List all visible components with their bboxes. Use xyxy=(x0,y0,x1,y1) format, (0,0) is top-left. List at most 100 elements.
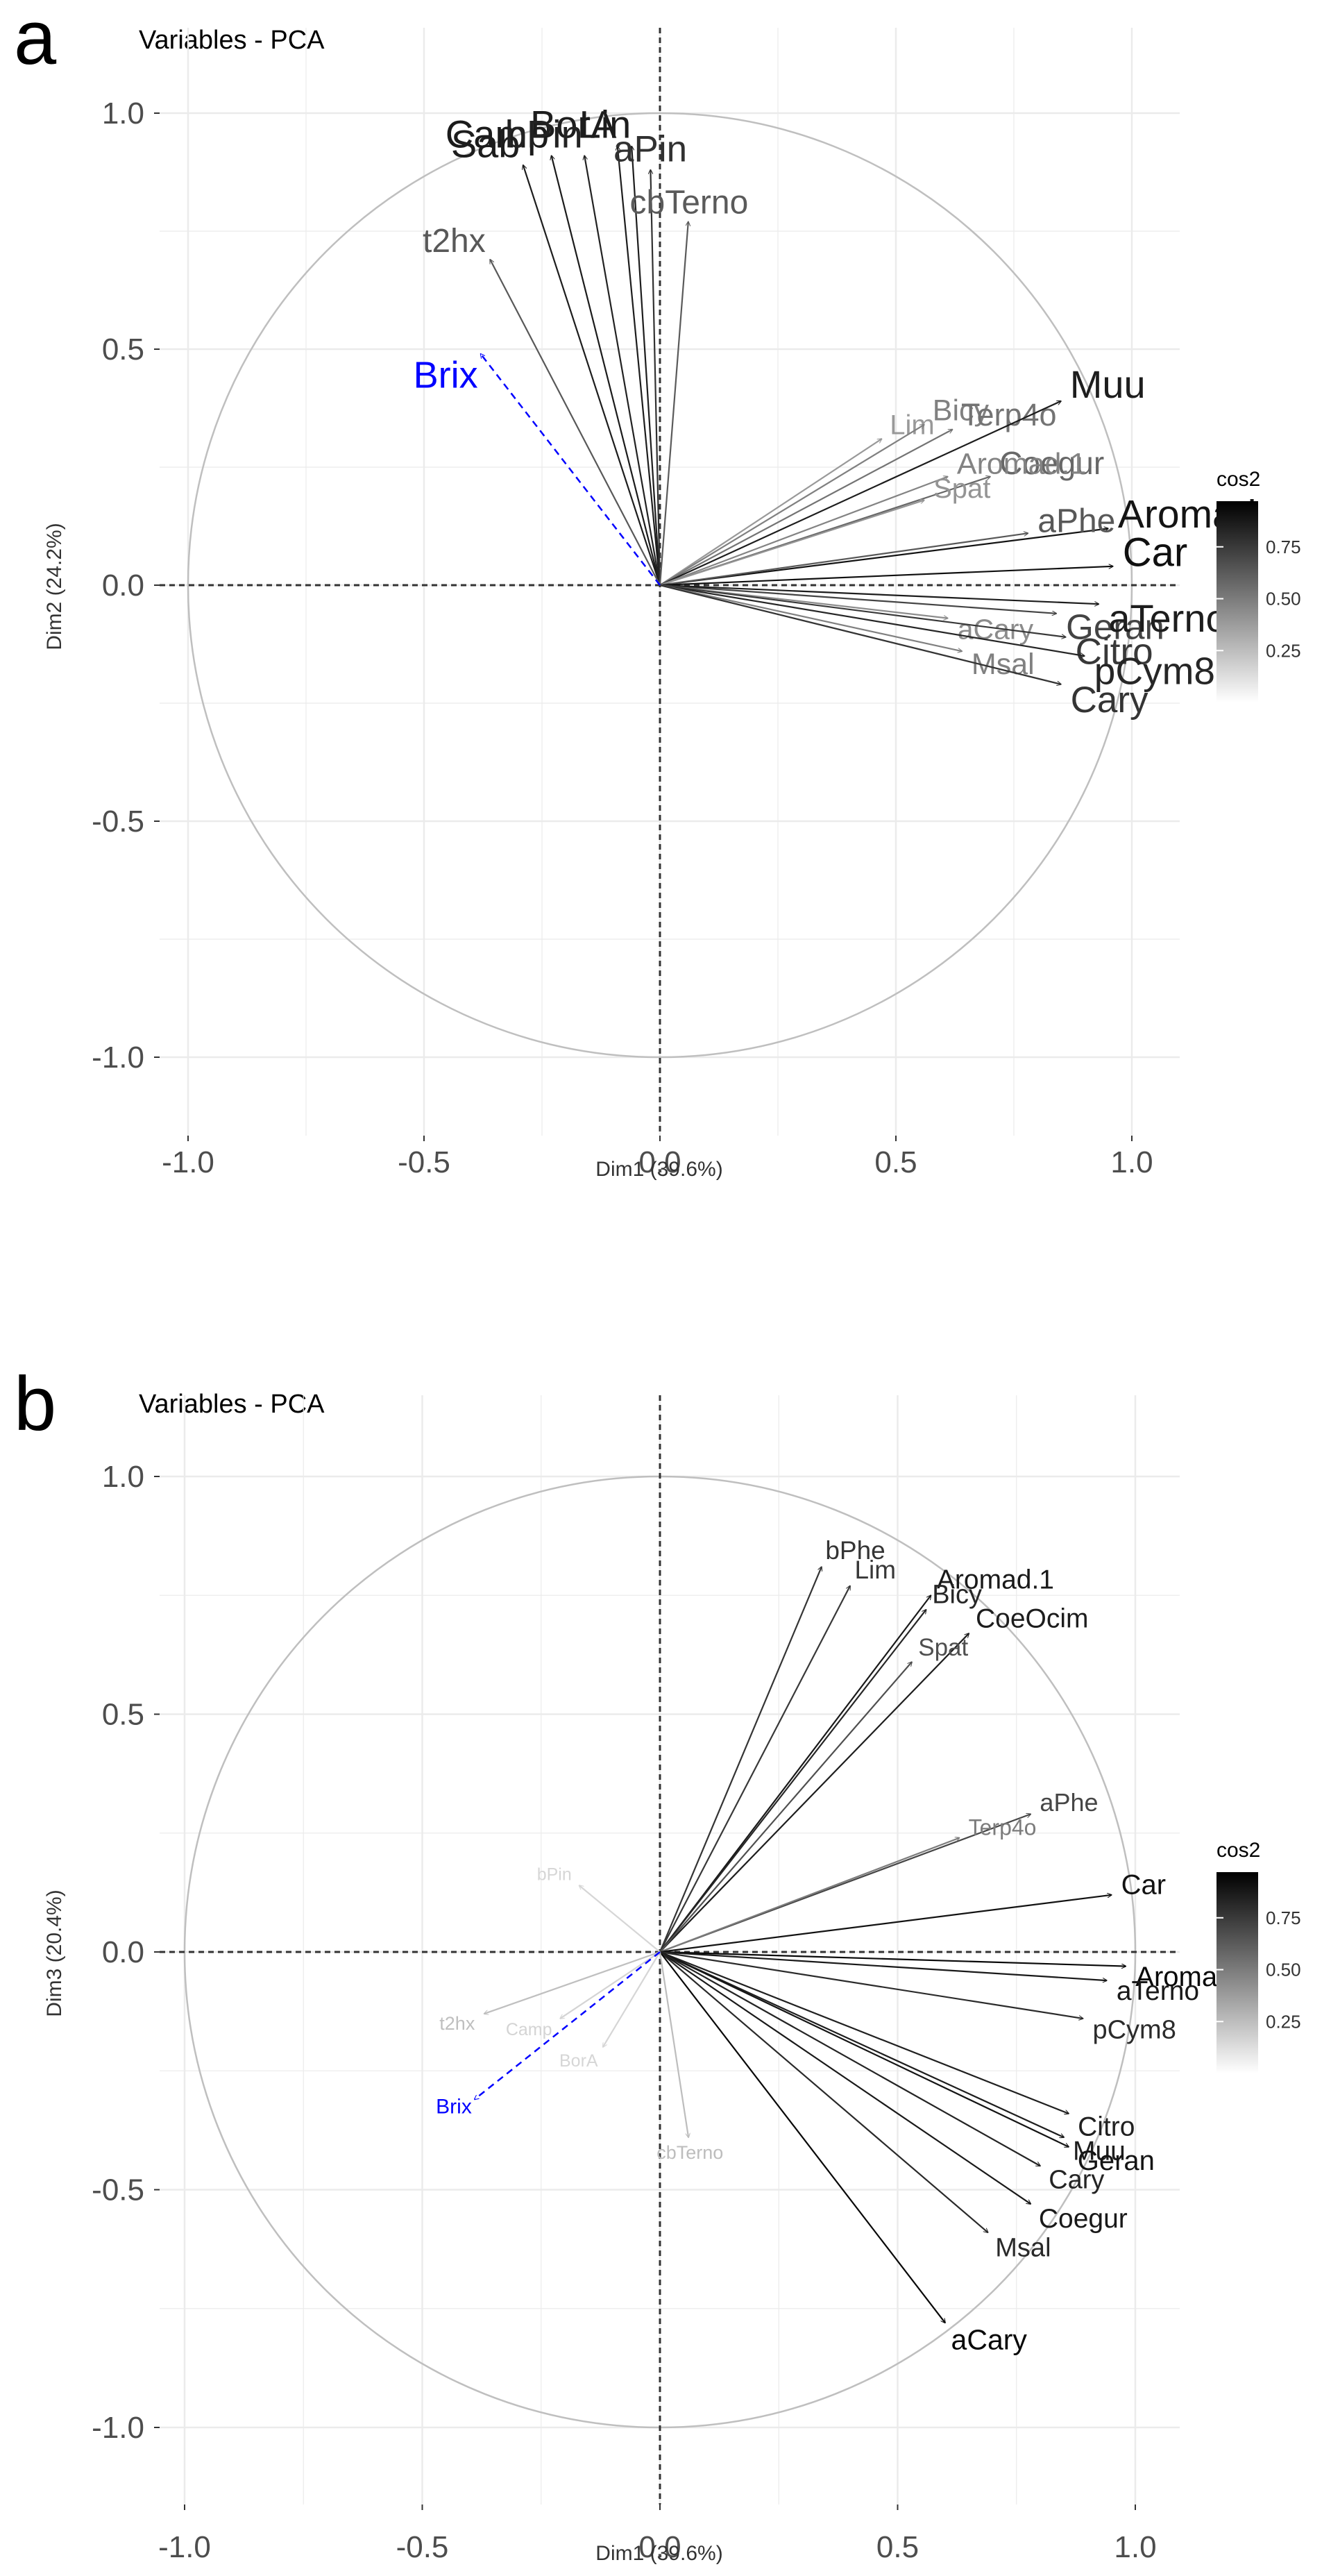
variable-label: Aromad.1 xyxy=(937,1565,1054,1595)
variable-arrow xyxy=(659,533,1028,587)
legend: cos2 0.75 0.50 0.25 xyxy=(1216,1839,1301,2073)
variable-arrow xyxy=(659,1586,851,1953)
variable-label: aCary xyxy=(951,2324,1028,2356)
variable-arrow xyxy=(659,477,948,587)
variable-arrow xyxy=(650,170,661,586)
y-axis-label: Dim3 (20.4%) xyxy=(43,1889,66,2017)
panel-b: b Variables - PCA -1.0 -1.0 -0.5 -0.5 0.0 0.0… xyxy=(14,1361,1301,2565)
variable-arrow xyxy=(659,1951,688,2137)
variable-label: aPhe xyxy=(1040,1788,1098,1817)
gridlines xyxy=(160,1395,1180,2505)
variable-label: aTerno xyxy=(1117,1976,1199,2006)
variable-label: Citro xyxy=(1076,631,1153,672)
variable-label: Bicy xyxy=(933,394,990,428)
variable-arrow xyxy=(489,260,661,586)
variable-label: aCary xyxy=(958,614,1034,646)
variable-label: cbTerno xyxy=(630,184,749,221)
legend-tick-label: 0.75 xyxy=(1266,1908,1301,1928)
variable-arrow xyxy=(659,584,1085,656)
x-tick-label: 0.0 xyxy=(638,2530,681,2564)
supplementary-label: Brix xyxy=(436,2095,472,2118)
x-axis-label: Dim1 (39.6%) xyxy=(595,2542,722,2565)
legend-tick-label: 0.25 xyxy=(1266,640,1301,661)
variable-arrow xyxy=(659,1951,1031,2204)
x-tick-label: -1.0 xyxy=(158,2530,211,2564)
variable-label: Terp4o xyxy=(969,1815,1037,1840)
variable-label: bPhe xyxy=(825,1536,885,1565)
y-tick-label: -1.0 xyxy=(92,2411,144,2445)
variable-arrow xyxy=(659,1838,960,1953)
legend-tick-label: 0.75 xyxy=(1266,537,1301,557)
variable-label: Car xyxy=(1123,530,1187,575)
variable-arrow xyxy=(579,1885,661,1953)
chart-title: Variables - PCA xyxy=(139,26,325,55)
variable-label: pCym8 xyxy=(1094,649,1215,692)
x-tick-label: -0.5 xyxy=(396,2530,449,2564)
y-tick-label: 0.5 xyxy=(102,332,144,367)
variable-label: t2hx xyxy=(439,2013,475,2034)
variable-arrow xyxy=(659,1662,912,1953)
legend: cos2 0.75 0.50 0.25 xyxy=(1216,468,1301,702)
x-tick-label: -1.0 xyxy=(162,1145,214,1179)
variable-label: Muu xyxy=(1070,362,1146,406)
variable-label: Lin xyxy=(579,103,631,146)
variable-label: CoeOcim xyxy=(976,1603,1089,1633)
variable-arrow xyxy=(659,584,1061,684)
variable-label: Geran xyxy=(1078,2146,1155,2176)
variable-label: BorA xyxy=(559,2051,598,2071)
variable-arrow xyxy=(631,146,661,586)
variable-label: Cary xyxy=(1049,2166,1104,2195)
plot-area: -1.0-1.0-0.5-0.50.00.00.50.51.01.0 BorALi… xyxy=(92,28,1256,1179)
variable-label: pCym8 xyxy=(1092,2015,1176,2044)
variable-arrow xyxy=(659,1951,945,2323)
supplementary-arrow xyxy=(475,1951,661,2099)
variable-label: Geran xyxy=(1066,607,1164,646)
variable-arrow xyxy=(659,1951,1083,2019)
y-tick-label: -0.5 xyxy=(92,2173,144,2207)
variable-label: Coegur xyxy=(999,445,1104,481)
y-tick-label: 0.0 xyxy=(102,1935,144,1969)
variable-label: Camp xyxy=(506,2020,552,2039)
variable-arrow xyxy=(659,1567,822,1953)
y-tick-label: 0.0 xyxy=(102,569,144,603)
variable-arrow xyxy=(552,155,661,586)
variable-label: Aromad.1 xyxy=(957,447,1086,480)
x-tick-label: 1.0 xyxy=(1110,1145,1153,1179)
supplementary-label: Brix xyxy=(414,354,478,396)
legend-tick-label: 0.50 xyxy=(1266,589,1301,609)
variable-arrow xyxy=(560,1951,661,2019)
variable-arrow xyxy=(618,146,661,586)
variable-arrow xyxy=(659,1895,1112,1953)
variable-label: Lim xyxy=(854,1556,896,1584)
x-tick-label: 0.5 xyxy=(876,2530,919,2564)
variable-arrow xyxy=(659,528,1108,587)
variable-label: Citro xyxy=(1078,2112,1135,2142)
variable-label: bPin xyxy=(537,1864,572,1884)
variable-arrow xyxy=(659,1610,926,1953)
legend-ticks: 0.75 0.50 0.25 xyxy=(1216,1908,1301,2032)
y-tick-label: 0.5 xyxy=(102,1698,144,1732)
y-tick-label: -1.0 xyxy=(92,1041,144,1075)
variable-arrow xyxy=(659,1951,1069,2148)
variable-arrow xyxy=(603,1951,661,2047)
variable-arrow xyxy=(659,401,1061,586)
variable-arrow xyxy=(659,1595,931,1953)
y-tick-label: -0.5 xyxy=(92,805,144,839)
variable-label: BorA xyxy=(530,103,617,146)
variable-arrow xyxy=(659,1951,1040,2167)
variable-label: Coegur xyxy=(1039,2204,1128,2234)
variable-arrow xyxy=(659,584,1099,604)
variable-label: cbTerno xyxy=(656,2142,723,2163)
legend-title: cos2 xyxy=(1216,468,1260,491)
variable-label: Muu xyxy=(1073,2136,1126,2166)
legend-colorbar xyxy=(1216,501,1258,702)
variable-label: Spat xyxy=(933,473,990,504)
x-tick-label: 0.0 xyxy=(638,1145,681,1179)
variable-arrow xyxy=(659,584,962,651)
panel-letter: a xyxy=(14,0,57,81)
y-tick-label: 1.0 xyxy=(102,1460,144,1494)
variable-arrow xyxy=(659,428,953,586)
variable-label: Car xyxy=(1121,1869,1166,1900)
plot-area: -1.0 -1.0 -0.5 -0.5 0.0 0.0 0.5 0.5 1.0 1.0 bPheLi… xyxy=(92,1395,1232,2564)
